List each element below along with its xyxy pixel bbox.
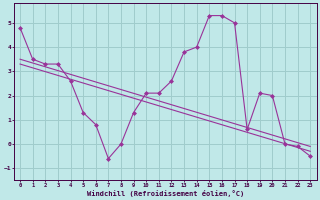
X-axis label: Windchill (Refroidissement éolien,°C): Windchill (Refroidissement éolien,°C) [86, 190, 244, 197]
